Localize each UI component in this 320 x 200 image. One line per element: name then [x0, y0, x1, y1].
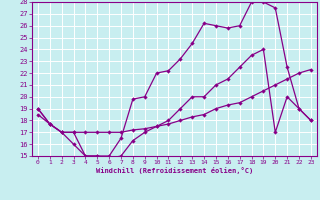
- X-axis label: Windchill (Refroidissement éolien,°C): Windchill (Refroidissement éolien,°C): [96, 167, 253, 174]
